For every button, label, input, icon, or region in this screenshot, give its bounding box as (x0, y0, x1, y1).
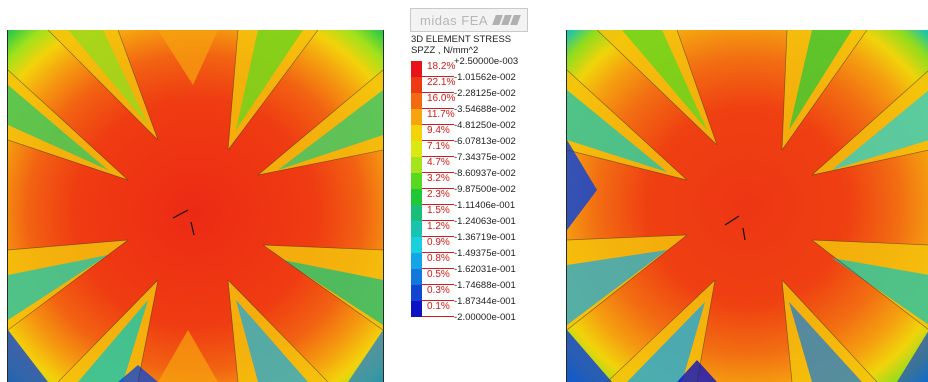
legend-color-swatch (411, 61, 422, 77)
legend-percent: 7.1% (422, 141, 454, 157)
contour-view-right[interactable] (566, 30, 928, 382)
legend-percent: 0.5% (422, 269, 454, 285)
legend-percent: 9.4% (422, 125, 454, 141)
legend-percent: 1.5% (422, 205, 454, 221)
brand-name: midas FEA (420, 12, 489, 28)
legend-value: -1.62031e-001 (454, 264, 516, 275)
legend-percent: 18.2% (422, 61, 455, 77)
legend-value: -1.24063e-001 (454, 216, 516, 227)
legend-value: -4.81250e-002 (454, 120, 516, 131)
stress-contour-plot-right (567, 30, 928, 382)
legend-value: -1.11406e-001 (454, 200, 516, 211)
contour-view-left[interactable] (7, 30, 384, 382)
legend-value-column: +2.50000e-003 -1.01562e-002 -2.28125e-002 -… (454, 57, 534, 323)
legend-color-swatch (411, 173, 422, 189)
legend-color-swatch (411, 269, 422, 285)
legend-percent: 1.2% (422, 221, 454, 237)
legend-value: -6.07813e-002 (454, 136, 516, 147)
legend-color-swatch (411, 301, 422, 317)
legend-percent-column: 18.2% 22.1% 16.0% 11.7% 9.4% 7.1% 4.7% 3.2% 2.3%… (422, 61, 455, 317)
legend-color-swatch (411, 205, 422, 221)
legend-color-bar (411, 61, 422, 317)
brand-logo-icon (492, 15, 521, 25)
legend-color-swatch (411, 93, 422, 109)
legend-value: -7.34375e-002 (454, 152, 516, 163)
legend-scale: 18.2% 22.1% 16.0% 11.7% 9.4% 7.1% 4.7% 3.2% 2.3%… (411, 57, 534, 323)
legend-percent: 0.8% (422, 253, 454, 269)
legend-value: -1.36719e-001 (454, 232, 516, 243)
legend-value: +2.50000e-003 (454, 56, 519, 67)
legend-percent: 11.7% (422, 109, 455, 125)
legend-percent: 4.7% (422, 157, 454, 173)
legend-color-swatch (411, 189, 422, 205)
legend-value: -1.74688e-001 (454, 280, 516, 291)
legend-value: -3.54688e-002 (454, 104, 516, 115)
legend-value: -1.01562e-002 (454, 72, 516, 83)
legend-color-swatch (411, 157, 422, 173)
legend-value: -8.60937e-002 (454, 168, 516, 179)
legend-percent: 0.9% (422, 237, 454, 253)
legend-percent: 22.1% (422, 77, 455, 93)
legend-value: -2.28125e-002 (454, 88, 516, 99)
legend-percent: 16.0% (422, 93, 455, 109)
legend-color-swatch (411, 125, 422, 141)
legend-color-swatch (411, 237, 422, 253)
legend-title: 3D ELEMENT STRESS (411, 34, 512, 45)
legend-percent: 0.3% (422, 285, 454, 301)
legend-value: -2.00000e-001 (454, 312, 516, 323)
legend-color-swatch (411, 253, 422, 269)
legend-value: -9.87500e-002 (454, 184, 516, 195)
legend-percent: 0.1% (422, 301, 454, 317)
legend-color-swatch (411, 141, 422, 157)
legend-color-swatch (411, 109, 422, 125)
legend-color-swatch (411, 285, 422, 301)
legend-percent: 3.2% (422, 173, 454, 189)
legend-value: -1.49375e-001 (454, 248, 516, 259)
stress-contour-plot-left (8, 30, 383, 382)
legend-subtitle: SPZZ , N/mm^2 (411, 45, 479, 56)
brand-box: midas FEA (410, 8, 528, 32)
legend-value: -1.87344e-001 (454, 296, 516, 307)
legend-color-swatch (411, 77, 422, 93)
legend-percent: 2.3% (422, 189, 454, 205)
legend-color-swatch (411, 221, 422, 237)
